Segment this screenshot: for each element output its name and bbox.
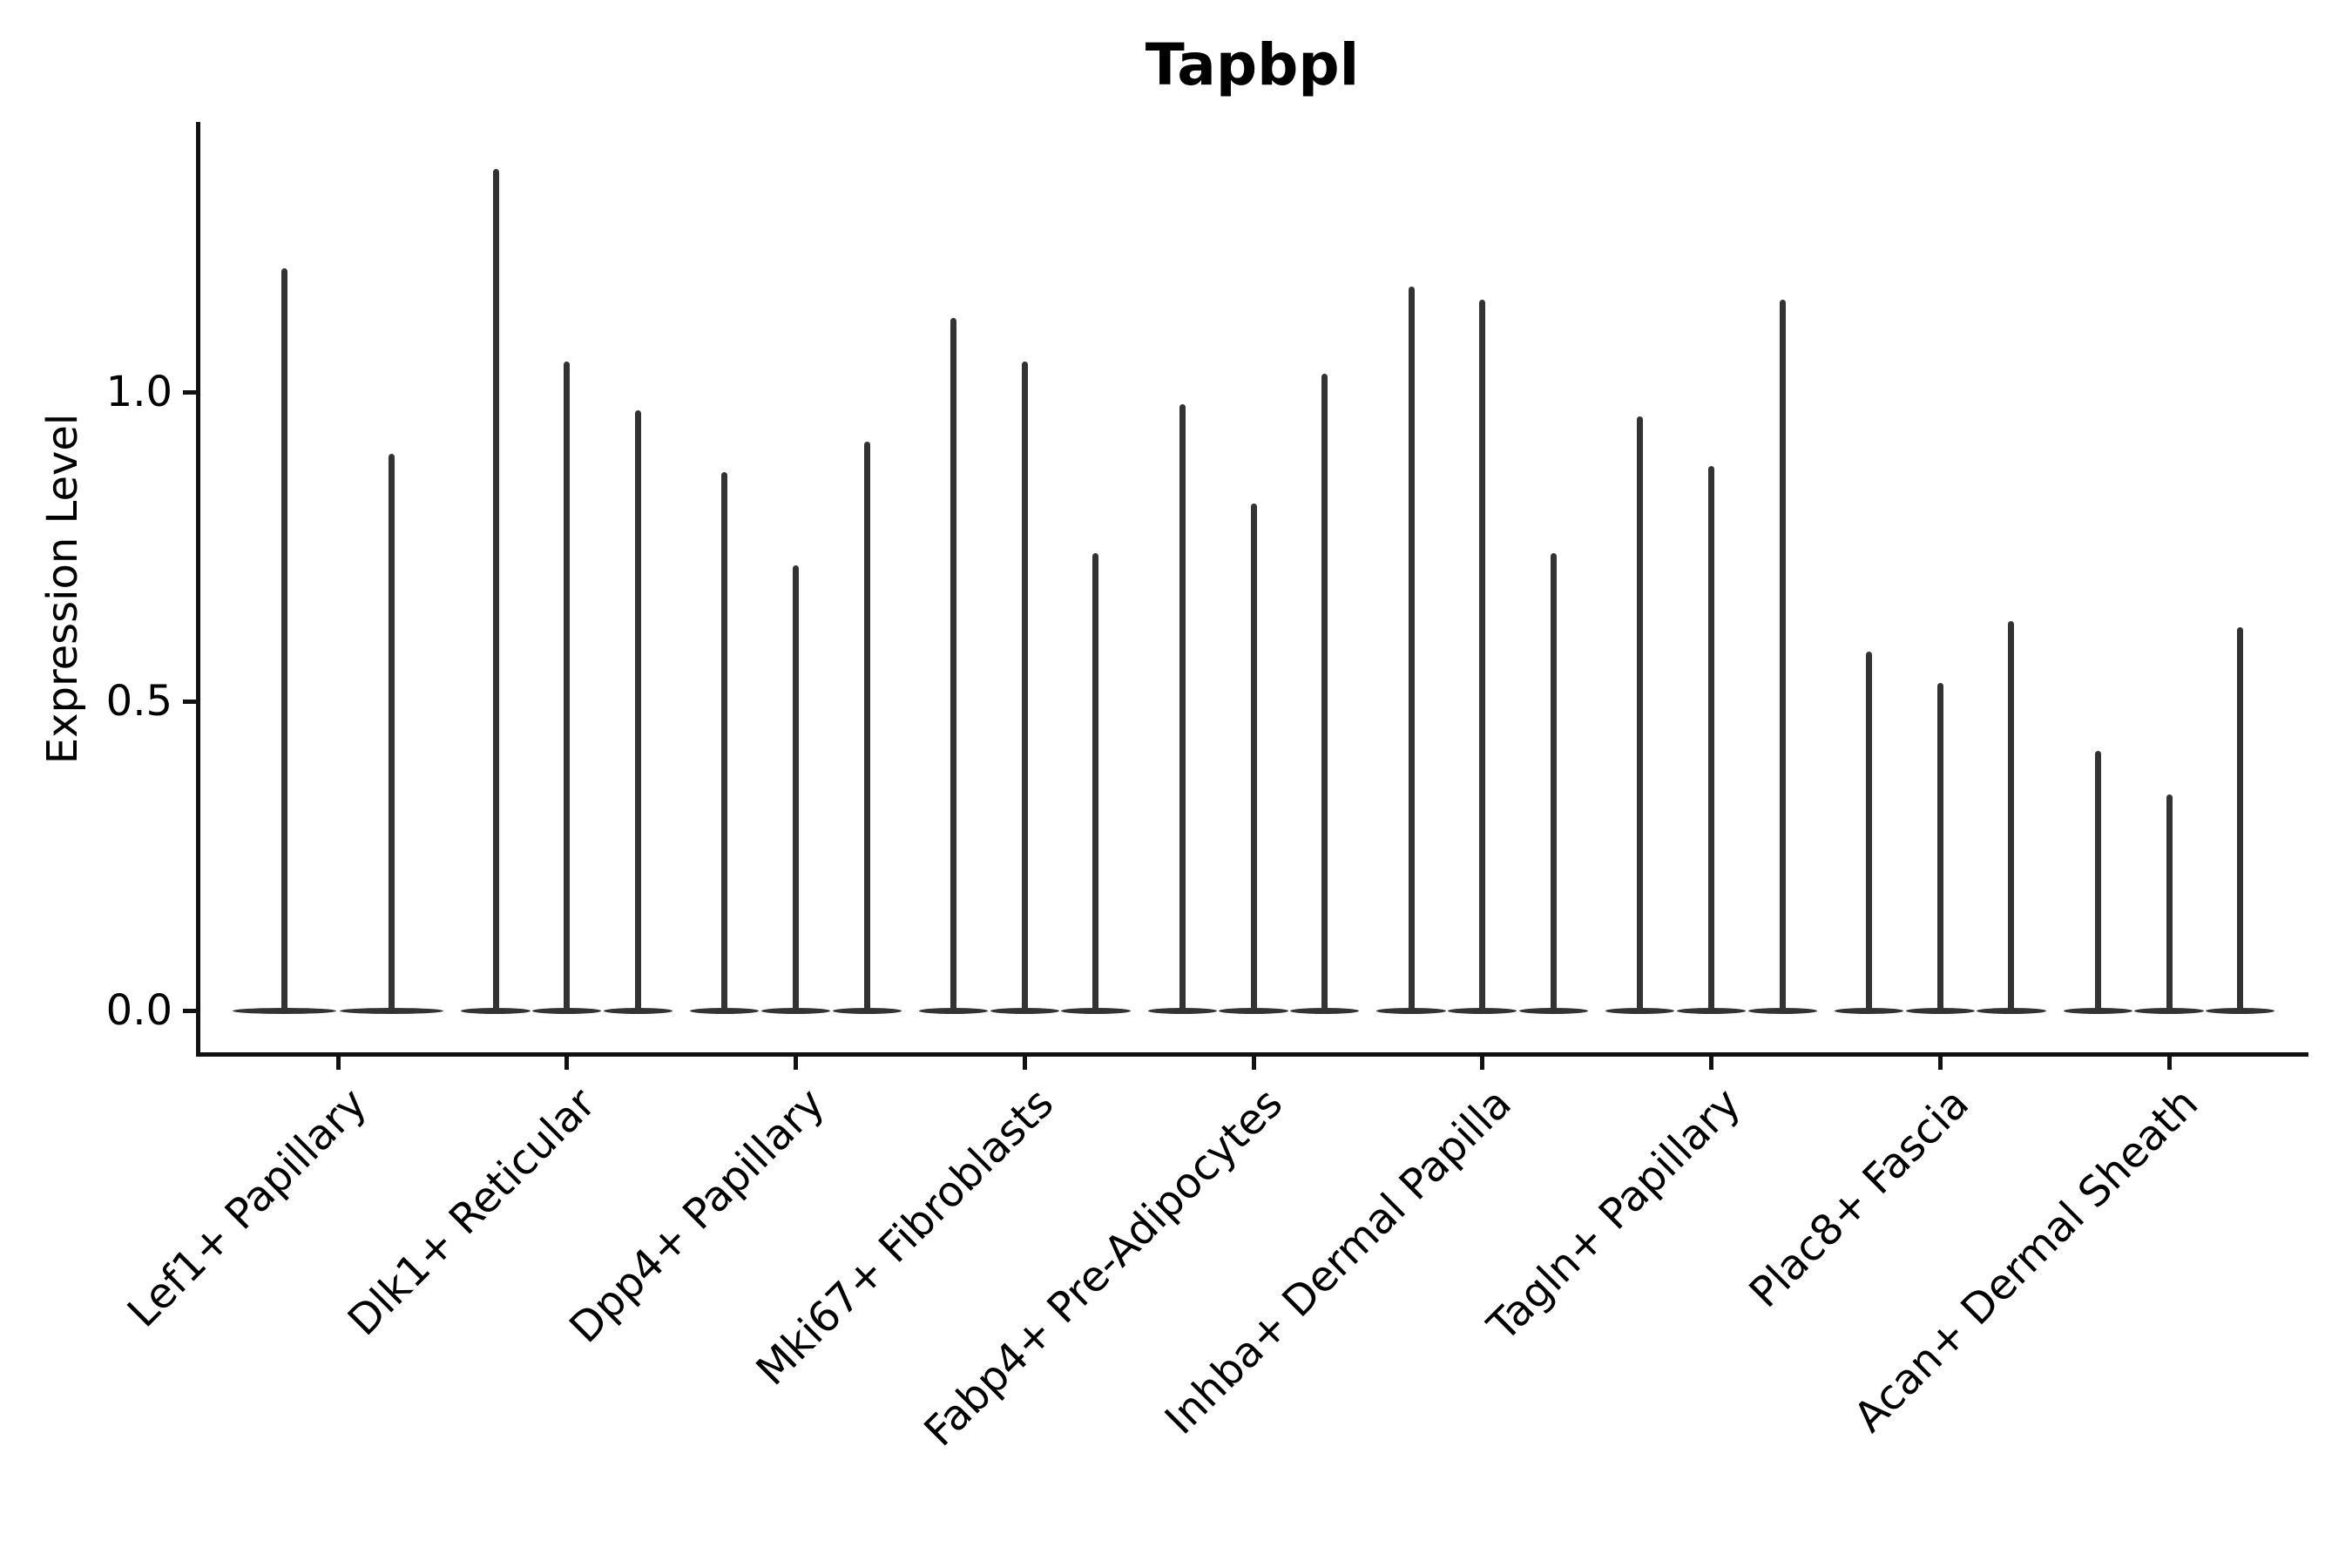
y-tick bbox=[183, 699, 196, 704]
violin-spike bbox=[1408, 287, 1415, 1013]
violin-spike bbox=[2008, 620, 2015, 1013]
violin-spike bbox=[1936, 682, 1943, 1013]
y-tick-label: 1.0 bbox=[105, 368, 172, 416]
violin-spike bbox=[1321, 373, 1328, 1013]
x-tick-label: Tagln+ Papillary bbox=[1478, 1078, 1750, 1351]
x-tick bbox=[1251, 1057, 1256, 1070]
violin-spike bbox=[950, 317, 957, 1013]
violin-spike bbox=[793, 564, 799, 1013]
x-tick bbox=[1937, 1057, 1943, 1070]
violin-spike bbox=[1479, 299, 1486, 1013]
plot-title: Tapbpl bbox=[1145, 31, 1360, 98]
y-tick-label: 0.5 bbox=[105, 677, 172, 726]
x-tick-label: Dpp4+ Papillary bbox=[560, 1078, 835, 1353]
y-axis-spine bbox=[196, 122, 200, 1057]
y-tick bbox=[183, 389, 196, 395]
violin-spike bbox=[1637, 416, 1644, 1013]
violin-spike bbox=[1092, 552, 1099, 1013]
x-tick bbox=[794, 1057, 798, 1070]
violin-spike bbox=[388, 454, 395, 1013]
violin-spike bbox=[721, 472, 728, 1013]
x-tick bbox=[1709, 1057, 1713, 1070]
violin-spike bbox=[1250, 503, 1257, 1013]
violin-spike bbox=[492, 169, 499, 1013]
x-tick-label: Dlk1+ Reticular bbox=[339, 1078, 605, 1346]
violin-spike bbox=[281, 268, 288, 1013]
y-tick-label: 0.0 bbox=[105, 986, 172, 1035]
x-tick bbox=[335, 1057, 341, 1070]
violin-spike bbox=[2094, 750, 2101, 1013]
violin-spike bbox=[2237, 626, 2244, 1013]
violin-spike bbox=[863, 441, 870, 1013]
x-tick bbox=[2166, 1057, 2172, 1070]
y-axis-label: Expression Level bbox=[38, 413, 87, 765]
x-tick-label: Lef1+ Papillary bbox=[118, 1078, 377, 1337]
x-axis-spine bbox=[196, 1052, 2308, 1057]
y-tick bbox=[183, 1008, 196, 1013]
violin-spike bbox=[634, 410, 641, 1013]
violin-spike bbox=[1779, 299, 1786, 1013]
violin-spike bbox=[2166, 794, 2173, 1013]
x-tick bbox=[1480, 1057, 1485, 1070]
x-tick bbox=[1022, 1057, 1027, 1070]
violin-spike bbox=[1550, 552, 1557, 1013]
violin-spike bbox=[564, 361, 571, 1013]
x-tick bbox=[564, 1057, 570, 1070]
violin-spike bbox=[1866, 652, 1873, 1013]
violin-spike bbox=[1179, 404, 1186, 1013]
violin-spike bbox=[1708, 466, 1714, 1013]
violin-spike bbox=[1021, 361, 1028, 1013]
x-tick-label: Plac8+ Fascia bbox=[1740, 1078, 1979, 1318]
